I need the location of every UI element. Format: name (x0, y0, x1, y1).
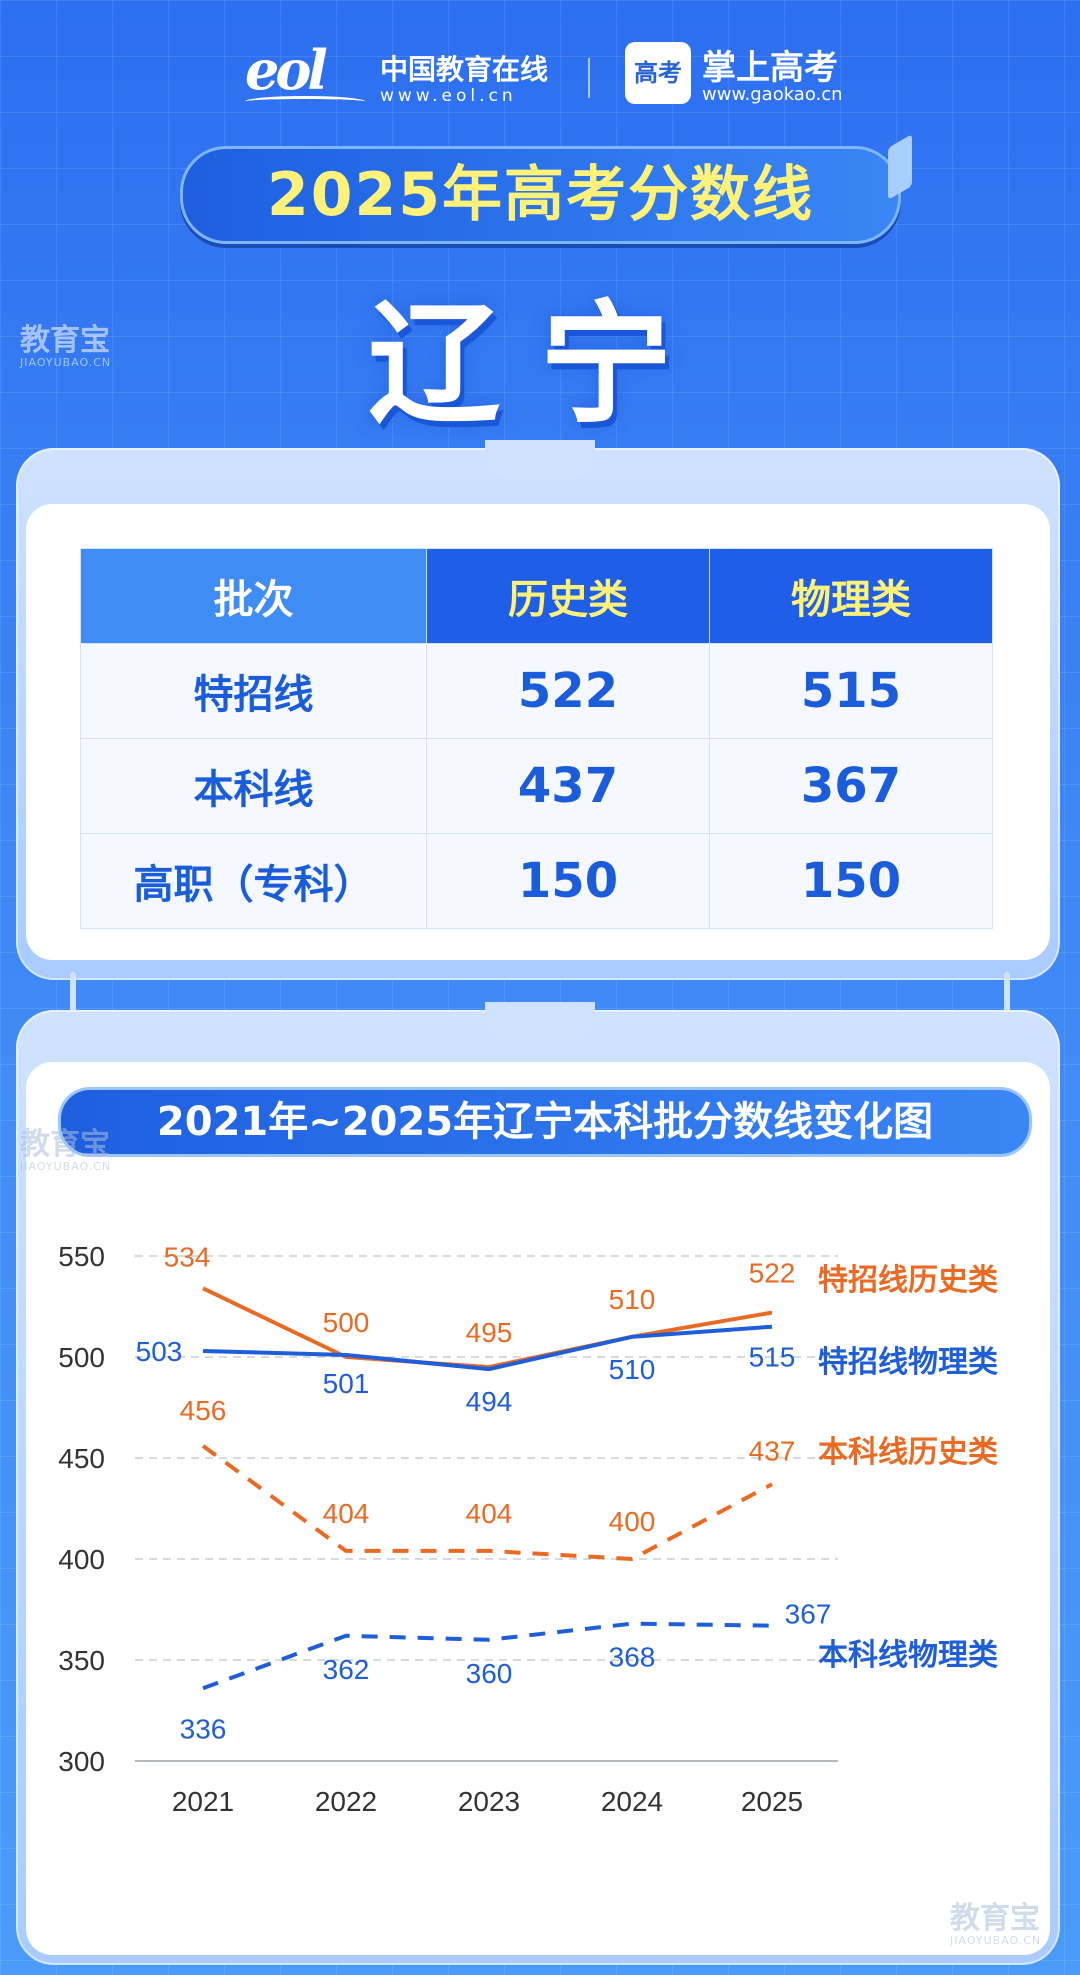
data-label: 368 (609, 1642, 656, 1673)
series-line (201, 1444, 773, 1561)
data-label: 522 (749, 1258, 796, 1289)
series-label: 特招线物理类 (818, 1345, 998, 1380)
header-history: 历史类 (426, 548, 710, 644)
series-label: 特招线历史类 (818, 1263, 998, 1298)
eol-logo: eol (245, 38, 328, 102)
y-tick-label: 350 (58, 1645, 105, 1676)
data-label: 456 (180, 1395, 227, 1426)
table-row: 高职（专科） 150 150 (80, 833, 993, 929)
page-title: 2025年高考分数线 (267, 160, 814, 230)
data-label: 437 (749, 1435, 796, 1466)
chart-title: 2021年~2025年辽宁本科批分数线变化图 (156, 1099, 934, 1145)
panel-connector (1004, 972, 1010, 1024)
panel-connector (70, 972, 76, 1024)
logo-divider (588, 58, 590, 98)
data-label: 515 (749, 1342, 796, 1373)
row-label: 特招线 (80, 643, 427, 739)
data-label: 510 (609, 1284, 656, 1315)
gaokao-url: www.gaokao.cn (702, 84, 843, 105)
gaokao-name: 掌上高考 (702, 48, 838, 88)
score-table: 批次 历史类 物理类 特招线 522 515 本科线 437 367 高职（专科… (80, 548, 993, 929)
data-label: 501 (323, 1368, 370, 1399)
data-label: 404 (323, 1498, 370, 1529)
data-label: 534 (164, 1241, 211, 1272)
history-score: 437 (426, 738, 710, 834)
gaokao-logo-icon: 高考 (625, 42, 691, 104)
province-name: 辽宁 (368, 288, 712, 442)
y-tick-label: 300 (58, 1746, 105, 1777)
x-tick-label: 2023 (458, 1786, 520, 1817)
eol-url: www.eol.cn (380, 86, 517, 106)
data-label: 494 (466, 1386, 513, 1417)
table-row: 本科线 437 367 (80, 738, 993, 834)
physics-score: 515 (709, 643, 993, 739)
chart-title-banner: 2021年~2025年辽宁本科批分数线变化图 (58, 1087, 1032, 1157)
title-banner: 2025年高考分数线 (180, 134, 912, 244)
history-score: 522 (426, 643, 710, 739)
y-tick-label: 450 (58, 1443, 105, 1474)
data-label: 367 (785, 1599, 832, 1630)
y-tick-label: 550 (58, 1241, 105, 1272)
table-header-row: 批次 历史类 物理类 (80, 548, 993, 644)
physics-score: 367 (709, 738, 993, 834)
data-label: 362 (323, 1654, 370, 1685)
x-tick-label: 2022 (315, 1786, 377, 1817)
chart-card (26, 1062, 1050, 1955)
data-label: 400 (609, 1506, 656, 1537)
data-label: 404 (466, 1498, 513, 1529)
table-row: 特招线 522 515 (80, 643, 993, 739)
series-line (202, 1621, 773, 1691)
x-tick-label: 2025 (741, 1786, 803, 1817)
data-label: 510 (609, 1354, 656, 1385)
series-line (202, 1324, 773, 1372)
data-label: 500 (323, 1307, 370, 1338)
y-tick-label: 400 (58, 1544, 105, 1575)
panel-notch (485, 1002, 595, 1042)
x-tick-label: 2024 (601, 1786, 663, 1817)
x-tick-label: 2021 (172, 1786, 234, 1817)
data-label: 360 (466, 1658, 513, 1689)
y-tick-label: 500 (58, 1342, 105, 1373)
row-label: 高职（专科） (80, 833, 427, 929)
data-label: 336 (180, 1713, 227, 1744)
row-label: 本科线 (80, 738, 427, 834)
panel-notch (485, 440, 595, 480)
series-label: 本科线物理类 (818, 1638, 998, 1673)
eol-swoosh-icon (245, 96, 365, 107)
header-physics: 物理类 (709, 548, 993, 644)
data-label: 495 (466, 1317, 513, 1348)
physics-score: 150 (709, 833, 993, 929)
series-label: 本科线历史类 (818, 1435, 998, 1470)
history-score: 150 (426, 833, 710, 929)
eol-name: 中国教育在线 (380, 53, 549, 86)
header-batch: 批次 (80, 548, 427, 644)
data-label: 503 (136, 1336, 183, 1367)
logo-bar: eol 中国教育在线 www.eol.cn 高考 掌上高考 www.gaokao… (0, 36, 1080, 116)
